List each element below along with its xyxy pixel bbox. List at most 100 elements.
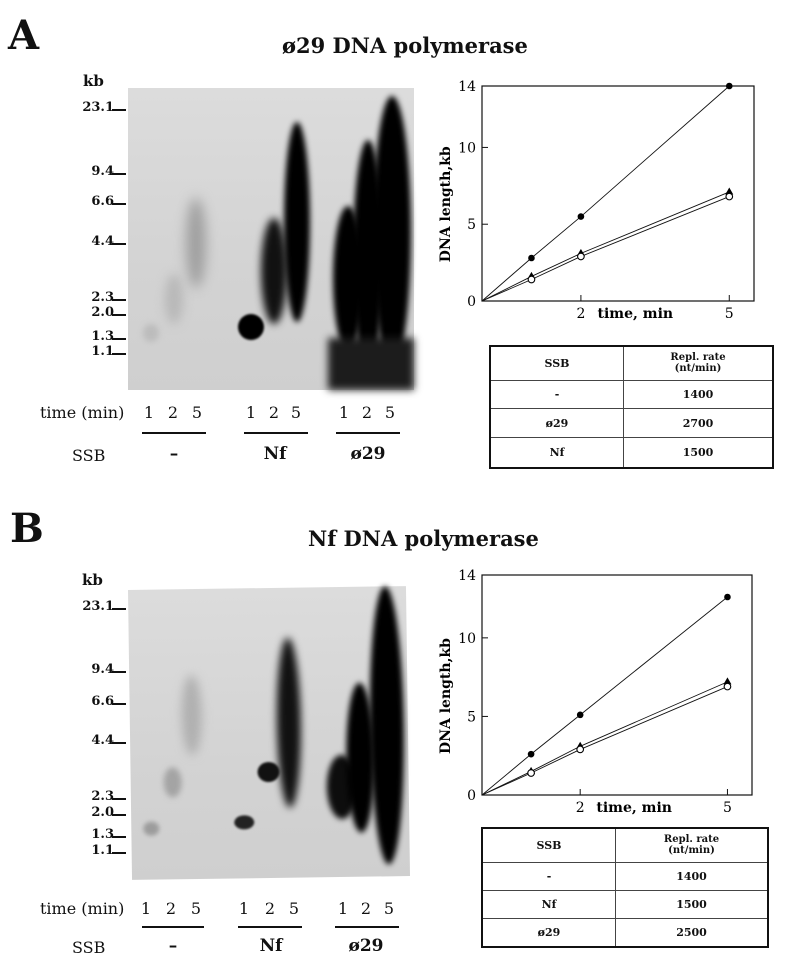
- y-tick-label: 0: [467, 788, 476, 804]
- table-cell: 1400: [615, 861, 769, 891]
- lane-time: 2: [167, 403, 179, 422]
- data-point: [576, 711, 584, 719]
- marker-tick: [112, 836, 126, 838]
- marker-tick: [112, 338, 126, 340]
- gel-band: [257, 761, 280, 783]
- ssb-group-label: Nf: [259, 936, 283, 956]
- lane-time: 5: [288, 899, 300, 918]
- gel-band: [143, 324, 159, 342]
- ssb-group-label: ø29: [350, 444, 386, 464]
- table-header-ssb: SSB: [489, 345, 624, 381]
- table-cell: 1400: [623, 379, 774, 410]
- ssb-group-label: –: [169, 444, 179, 464]
- data-point: [527, 769, 535, 777]
- series-line: [481, 191, 730, 302]
- y-tick-label: 5: [467, 217, 476, 233]
- lane-time: 5: [190, 899, 202, 918]
- panel-b-gel-image: [127, 586, 411, 880]
- table-row: ø29 2500: [481, 917, 769, 948]
- gel-band: [328, 338, 414, 390]
- x-tick-label: 2: [576, 800, 585, 816]
- ssb-group-label: –: [168, 936, 178, 956]
- data-point: [576, 745, 585, 754]
- marker-1-3: 1.3: [91, 827, 114, 842]
- series-line: [481, 596, 728, 796]
- marker-2-0: 2.0: [91, 805, 114, 820]
- marker-tick: [112, 814, 126, 816]
- series-line: [481, 686, 728, 796]
- y-tick-label: 10: [458, 631, 476, 647]
- gel-band: [373, 96, 411, 368]
- lane-time: 2: [361, 403, 373, 422]
- table-row: ø29 2700: [489, 408, 774, 439]
- marker-tick: [112, 742, 126, 744]
- marker-1-1: 1.1: [91, 843, 114, 858]
- series-line: [481, 85, 730, 302]
- x-tick-label: 5: [725, 306, 734, 322]
- panel-a-chart: 0 5 10 14 2 5 time, min DNA length,kb: [438, 79, 755, 322]
- marker-9-4: 9.4: [91, 662, 114, 677]
- table-header-rate: Repl. rate (nt/min): [623, 345, 774, 381]
- y-tick-label: 14: [458, 568, 476, 584]
- lane-group-line: [238, 926, 302, 928]
- marker-tick: [112, 203, 126, 205]
- marker-tick: [112, 173, 126, 175]
- table-row: - 1400: [489, 379, 774, 410]
- marker-6-6: 6.6: [91, 694, 114, 709]
- data-point: [725, 192, 734, 201]
- data-point: [724, 593, 731, 601]
- lane-time: 1: [338, 403, 350, 422]
- lane-group-line: [142, 926, 204, 928]
- table-header-rate-line2: (nt/min): [668, 845, 715, 857]
- lane-group-line: [336, 432, 400, 434]
- x-axis-label: time, min: [598, 306, 674, 322]
- marker-1-3: 1.3: [91, 329, 114, 344]
- data-point: [725, 82, 733, 90]
- marker-6-6: 6.6: [91, 194, 114, 209]
- panel-b-rate-table: SSB Repl. rate (nt/min) - 1400 Nf 1500 ø…: [481, 827, 769, 948]
- panel-b-kb-label: kb: [82, 571, 103, 589]
- marker-tick: [112, 852, 126, 854]
- marker-4-4: 4.4: [91, 733, 114, 748]
- marker-tick: [112, 608, 126, 610]
- y-tick-label: 14: [458, 79, 476, 95]
- marker-tick: [112, 299, 126, 301]
- lane-time: 1: [245, 403, 257, 422]
- table-cell: 1500: [623, 437, 774, 469]
- panel-a-time-label: time (min): [40, 403, 125, 422]
- table-cell: -: [489, 379, 624, 410]
- marker-tick: [112, 353, 126, 355]
- panel-b-time-label: time (min): [40, 899, 125, 918]
- panel-a-title: ø29 DNA polymerase: [282, 33, 528, 58]
- ssb-group-label: Nf: [263, 444, 287, 464]
- data-point: [528, 254, 535, 262]
- marker-23-1: 23.1: [82, 100, 114, 115]
- gel-band: [261, 218, 287, 324]
- plot-frame: [481, 574, 753, 796]
- series-line: [481, 196, 730, 302]
- plot-frame: [481, 85, 755, 302]
- gel-band: [181, 674, 203, 756]
- lane-group-line: [335, 926, 399, 928]
- table-header-ssb: SSB: [481, 827, 616, 863]
- marker-9-4: 9.4: [91, 164, 114, 179]
- marker-tick: [112, 703, 126, 705]
- gel-band: [163, 767, 182, 798]
- panel-a-letter: A: [8, 12, 40, 59]
- marker-tick: [112, 314, 126, 316]
- table-row: Nf 1500: [481, 889, 769, 919]
- data-point: [725, 187, 734, 195]
- table-header-rate-line2: (nt/min): [674, 363, 722, 375]
- lane-time: 2: [360, 899, 372, 918]
- lane-time: 2: [268, 403, 280, 422]
- gel-band: [165, 274, 183, 324]
- table-header-rate-line1: Repl. rate: [663, 834, 720, 846]
- marker-2-3: 2.3: [91, 789, 114, 804]
- lane-group-line: [244, 432, 308, 434]
- y-tick-label: 0: [467, 294, 476, 310]
- gel-band: [275, 637, 303, 808]
- panel-b-title: Nf DNA polymerase: [308, 526, 539, 551]
- y-axis-label: DNA length,kb: [438, 146, 454, 262]
- lane-time: 5: [191, 403, 203, 422]
- x-tick-label: 5: [723, 800, 732, 816]
